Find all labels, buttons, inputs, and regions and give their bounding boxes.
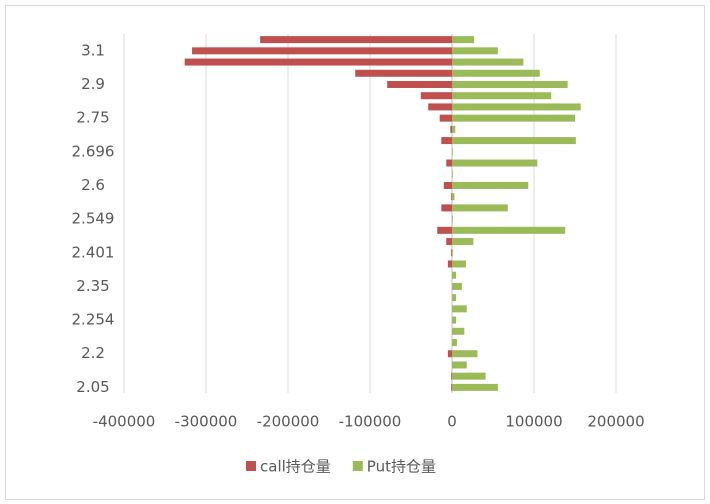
bar (452, 137, 576, 145)
bar (446, 159, 452, 167)
bar (443, 181, 452, 189)
bar (439, 114, 452, 122)
bar (451, 372, 452, 380)
legend-swatch (352, 461, 363, 471)
bar (450, 125, 452, 133)
legend-swatch (246, 461, 256, 471)
bar (355, 69, 452, 77)
bar (452, 294, 457, 302)
bar (452, 114, 575, 122)
y-tick-label: 2.35 (76, 277, 109, 295)
bar (452, 305, 467, 313)
y-tick-label: 2.9 (81, 75, 105, 93)
bar (452, 193, 455, 201)
chart-frame (5, 5, 705, 500)
bar (451, 193, 452, 201)
bar (428, 103, 452, 111)
bar (452, 316, 457, 324)
bar (452, 36, 475, 44)
bar (452, 159, 538, 167)
y-tick-label: 2.6 (81, 176, 105, 194)
bar (452, 361, 467, 369)
bar (184, 58, 452, 66)
bar (192, 47, 452, 55)
bar (447, 350, 452, 358)
bar (452, 271, 457, 279)
bar (452, 226, 566, 234)
bar (451, 249, 452, 257)
bar (452, 215, 453, 223)
bar (420, 92, 452, 100)
bar (437, 226, 452, 234)
x-tick-label: -100000 (339, 413, 402, 431)
bar (441, 137, 452, 145)
x-tick-label: -300000 (175, 413, 238, 431)
bar (452, 339, 457, 347)
bar (452, 58, 524, 66)
y-tick-label: 2.549 (72, 210, 115, 228)
bar (452, 170, 453, 178)
bar (441, 204, 452, 212)
legend-label: Put持仓量 (367, 458, 436, 476)
bar (452, 372, 486, 380)
bar (452, 148, 453, 156)
bar (452, 47, 498, 55)
y-tick-label: 2.254 (72, 311, 115, 329)
y-tick-label: 2.75 (76, 109, 109, 127)
bar (452, 103, 581, 111)
bar (446, 238, 452, 246)
y-tick-label: 2.401 (72, 243, 115, 261)
bar (452, 327, 465, 335)
bar (387, 80, 452, 88)
bar (452, 238, 474, 246)
bar (452, 249, 453, 257)
bar (452, 125, 456, 133)
bar (451, 383, 452, 391)
bar (452, 383, 498, 391)
bar (452, 350, 478, 358)
bar (452, 282, 462, 290)
x-tick-label: 0 (447, 413, 457, 431)
bar (447, 260, 452, 268)
y-tick-label: 2.696 (72, 142, 115, 160)
bar (260, 36, 452, 44)
bar (452, 80, 568, 88)
bar (452, 204, 508, 212)
bar (452, 69, 540, 77)
legend-label: call持仓量 (260, 458, 331, 476)
x-tick-label: -400000 (93, 413, 156, 431)
bar (452, 92, 552, 100)
y-tick-label: 3.1 (81, 41, 105, 59)
y-tick-label: 2.05 (76, 378, 109, 396)
bar (452, 181, 529, 189)
y-tick-label: 2.2 (81, 344, 105, 362)
x-tick-label: -200000 (257, 413, 320, 431)
x-tick-label: 100000 (505, 413, 562, 431)
x-tick-label: 200000 (587, 413, 644, 431)
bar (452, 260, 466, 268)
